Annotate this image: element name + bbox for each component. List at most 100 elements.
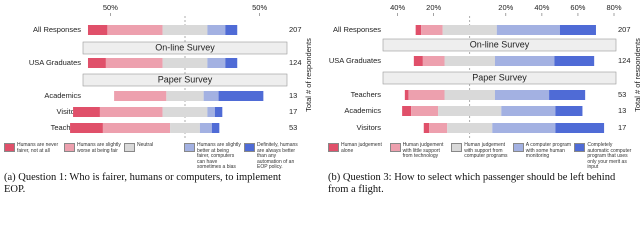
x-tick-label: 50% [252, 3, 267, 12]
bar-segment [107, 25, 163, 35]
bar-segment [404, 90, 409, 100]
bar-segment [422, 56, 445, 66]
y-axis-label: Total # of respondents [304, 38, 313, 112]
legend-item: A computer program with some human monit… [512, 142, 572, 171]
group-header [382, 38, 617, 52]
legend-item: Human judgement with little support from… [389, 142, 449, 171]
bar-segment [494, 90, 550, 100]
count-label: 13 [289, 91, 297, 100]
legend-text: Humans are never fairer, not at all [17, 142, 59, 154]
bar-segment [162, 25, 208, 35]
bar-segment [207, 25, 226, 35]
chart: 50% 50% On-line Survey Paper Survey All Resp… [29, 3, 640, 138]
legend: Humans are never fairer, not at all Human… [4, 142, 304, 171]
legend-swatch [451, 143, 463, 152]
bar-segment [203, 91, 219, 101]
x-tick-label: 20% [426, 3, 441, 12]
count-label: 207 [618, 25, 631, 34]
legend-item: Humans are slightly worse at being fair [64, 142, 121, 171]
bar-segment [218, 91, 264, 101]
bar-segment [211, 123, 220, 133]
bar-segment [70, 123, 103, 133]
legend-item: Humans are never fairer, not at all [4, 142, 61, 171]
legend-item: Human judgement with support from comput… [451, 142, 510, 171]
bar-segment [87, 58, 106, 68]
bar-segment [559, 25, 596, 35]
bar-segment [102, 123, 171, 133]
group-header [82, 41, 288, 55]
legend-text: Human judgement with support from comput… [464, 142, 508, 160]
bar-segment [214, 107, 223, 117]
category-label: Visitors [357, 123, 382, 132]
legend-text: Definitely, humans are always better tha… [257, 142, 298, 171]
bar-segment [170, 123, 200, 133]
bar-segment [114, 91, 167, 101]
legend-item: Completely automatic computer program th… [574, 142, 633, 171]
bar-segment [207, 107, 215, 117]
legend-text: Completely automatic computer program th… [587, 142, 632, 171]
y-axis-label: Total # of respondents [633, 38, 640, 112]
bar-segment [225, 58, 238, 68]
bar-segment [166, 91, 204, 101]
x-tick-label: 50% [103, 3, 118, 12]
legend-swatch [64, 143, 75, 152]
bar-segment [423, 123, 430, 133]
group-header [382, 71, 617, 85]
bar-segment [444, 56, 495, 66]
x-tick-label: 80% [606, 3, 621, 12]
category-label: Academics [44, 91, 81, 100]
category-label: Academics [344, 106, 381, 115]
legend-text: Humans are slightly worse at being fair [77, 142, 121, 154]
bar-segment [99, 107, 163, 117]
bar-segment [162, 107, 208, 117]
legend-item: Neutral [124, 142, 181, 171]
category-label: USA Graduates [29, 58, 81, 67]
legend-item: Humans are slightly better at being fair… [184, 142, 241, 171]
legend-swatch [389, 143, 401, 152]
bar-segment [438, 106, 502, 116]
group-label: Paper Survey [158, 74, 213, 84]
count-label: 17 [289, 107, 297, 116]
category-label: USA Graduates [329, 56, 381, 65]
bar-segment [413, 56, 423, 66]
legend-swatch [244, 143, 255, 152]
group-label: On-line Survey [470, 39, 530, 49]
caption: (b) Question 3: How to select which pass… [328, 172, 616, 195]
bar-segment [73, 107, 100, 117]
bar-segment [501, 106, 556, 116]
x-tick-label: 40% [534, 3, 549, 12]
bar-segment [411, 106, 439, 116]
legend-swatch [184, 143, 195, 152]
bar-segment [421, 25, 443, 35]
bar-segment [442, 25, 497, 35]
bar-segment [408, 90, 445, 100]
legend-text: A computer program with some human monit… [525, 142, 572, 160]
bar-segment [494, 56, 555, 66]
legend-swatch [328, 143, 339, 152]
legend-text: Human judgement alone [341, 142, 382, 154]
bar-segment [492, 123, 556, 133]
bar-segment [162, 58, 208, 68]
legend-swatch [512, 143, 524, 152]
category-label: Teachers [351, 90, 382, 99]
legend-swatch [574, 143, 586, 152]
bar-segment [429, 123, 448, 133]
count-label: 124 [289, 58, 302, 67]
legend-swatch [124, 143, 135, 152]
legend-text: Human judgement with little support from… [402, 142, 444, 160]
bar-segment [549, 90, 586, 100]
bar-segment [554, 56, 595, 66]
legend-text: Humans are slightly better at being fair… [197, 142, 241, 171]
page: 50% 50% On-line Survey Paper Survey All Resp… [4, 2, 640, 195]
category-label: Teachers [51, 123, 82, 132]
bar-segment [444, 90, 495, 100]
bar-segment [496, 25, 560, 35]
x-tick-label: 60% [570, 3, 585, 12]
legend-item: Human judgement alone [328, 142, 387, 171]
category-label: All Responses [333, 25, 381, 34]
count-label: 17 [618, 123, 626, 132]
bar-segment [447, 123, 493, 133]
group-header [82, 73, 288, 87]
legend: Human judgement alone Human judgement wit… [328, 142, 636, 171]
category-label: Visitors [57, 107, 82, 116]
